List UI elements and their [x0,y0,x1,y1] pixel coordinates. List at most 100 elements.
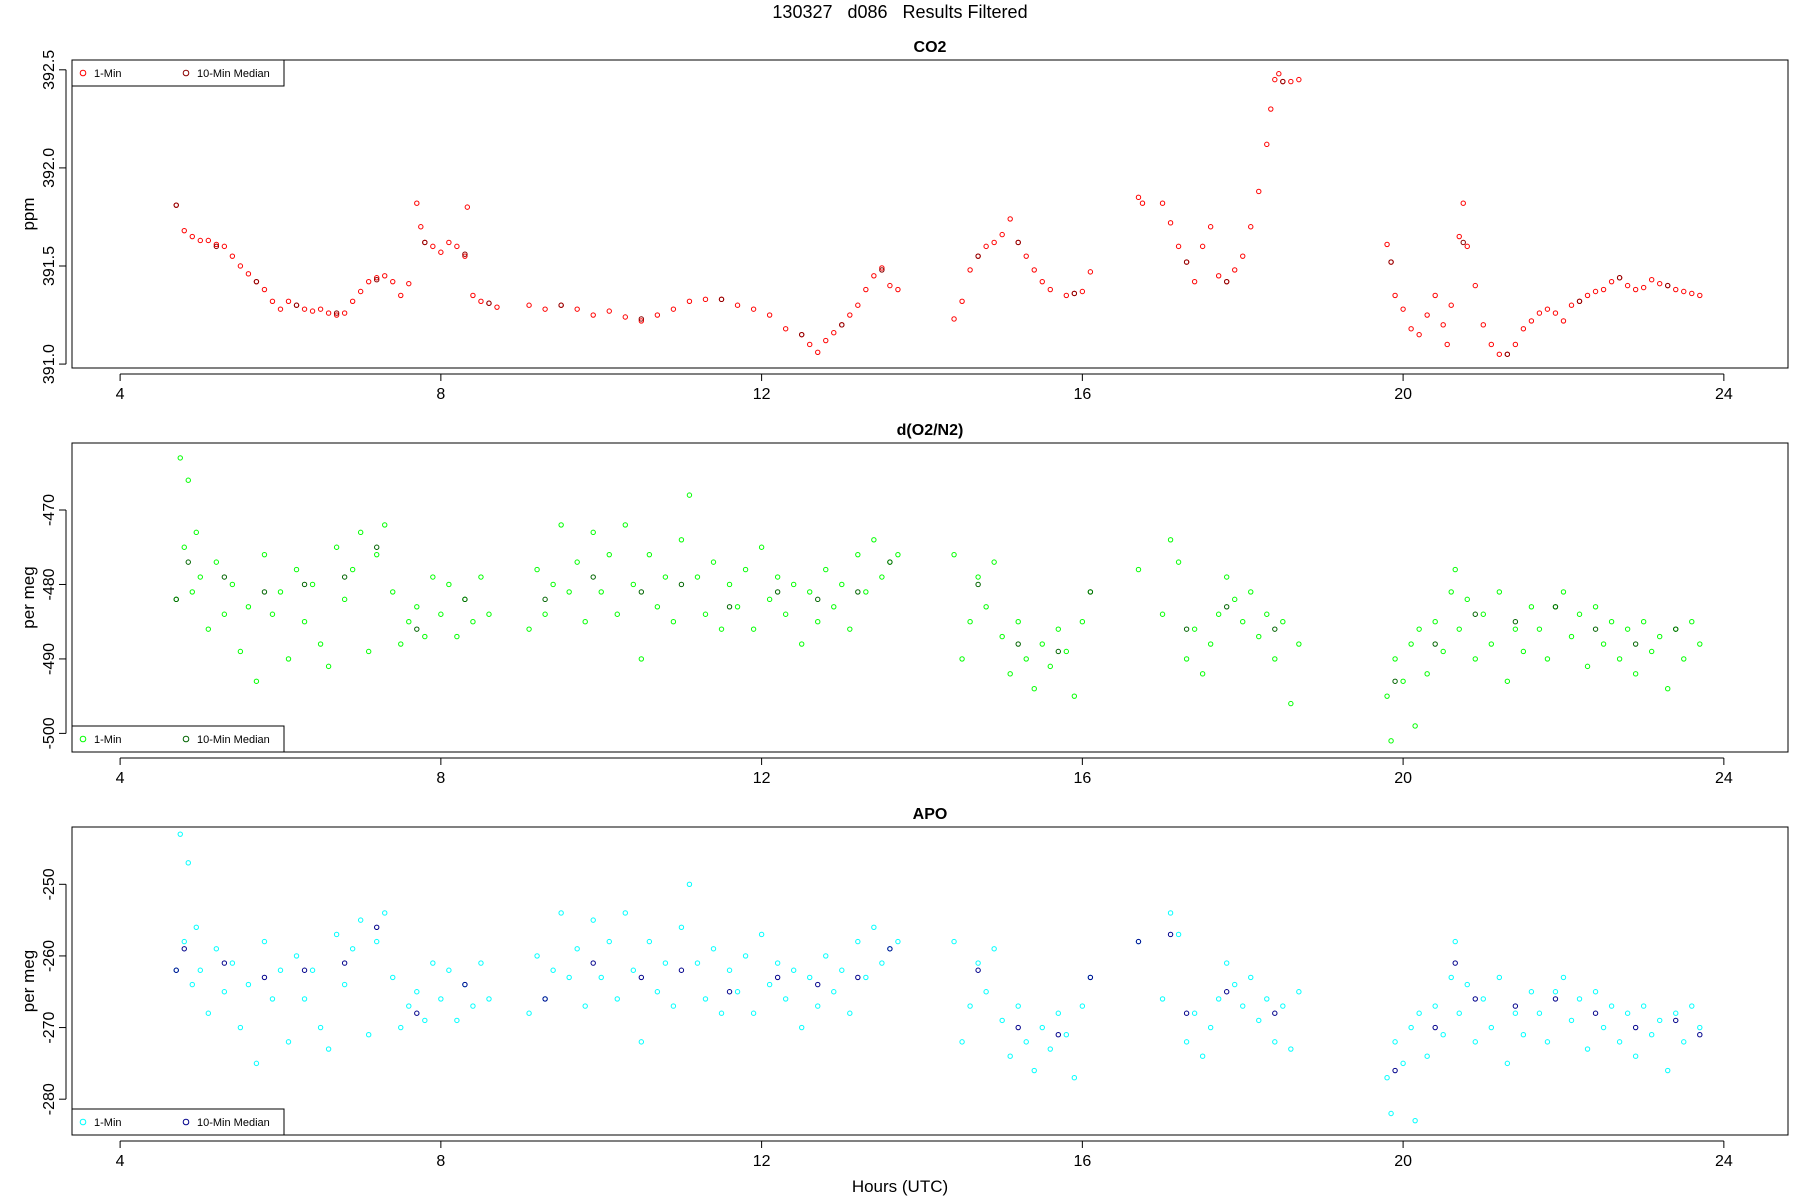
data-point [414,626,420,632]
data-point [1063,648,1070,655]
data-point [1031,686,1037,692]
data-point [1657,280,1663,287]
data-point [341,574,348,580]
data-point [197,237,203,244]
data-point [558,302,564,308]
data-point [1264,611,1270,617]
legend-label: 10-Min Median [197,1117,270,1129]
data-point [983,604,989,610]
data-point [181,227,187,234]
data-point [1552,604,1559,610]
data-point [847,626,853,632]
data-point [1616,656,1623,662]
data-point [1616,1039,1623,1045]
data-point [277,306,284,312]
data-point [879,265,885,271]
legend-box [71,59,285,87]
data-point [622,314,628,320]
data-point [967,1003,973,1009]
x-tick-label: 24 [1715,386,1733,403]
data-point [678,581,685,588]
legend-box [71,1108,285,1136]
plot-frame [71,826,1789,1136]
data-point [855,302,861,308]
data-point [847,312,853,318]
data-point [582,618,588,625]
data-point [293,566,300,573]
data-point [895,286,901,293]
data-point [1632,1053,1639,1059]
legend: 1-Min 10-Min Median [71,59,285,87]
data-point [1392,1067,1398,1074]
data-point [430,960,436,966]
data-point [895,551,901,558]
data-point [1392,656,1398,662]
data-point [374,551,380,558]
data-point [558,910,564,916]
data-point [1071,290,1078,297]
data-point [357,529,364,536]
data-point [790,967,797,973]
data-point [638,589,645,595]
data-point [959,656,965,662]
data-point [1632,286,1639,293]
y-tick-label: 391.5 [41,246,58,286]
data-point [446,581,452,588]
legend-marker [182,735,190,743]
data-point [177,455,183,461]
data-point [1648,277,1655,283]
legend-label: 1-Min [94,734,122,746]
data-point [1560,589,1567,595]
data-point [1256,188,1262,195]
data-point [341,310,348,316]
data-point [1047,663,1053,670]
data-point [221,243,228,250]
data-point [758,931,765,938]
data-point [1183,1010,1190,1016]
data-point [1015,239,1021,246]
data-point [638,318,645,324]
data-point [1223,574,1230,580]
x-tick-label: 20 [1394,386,1412,403]
series-1-min [173,455,1703,744]
data-point [382,273,388,279]
data-point [1191,1010,1198,1016]
data-point [261,589,268,595]
data-point [309,581,316,588]
data-point [1536,626,1543,632]
data-point [774,974,781,981]
data-point [1047,1046,1053,1052]
data-point [799,331,805,338]
legend-marker [79,69,87,77]
data-point [710,946,717,952]
data-point [414,604,420,610]
data-point [839,967,845,973]
data-point [349,946,356,952]
data-point [1272,1010,1278,1016]
data-point [766,596,773,603]
data-point [197,967,203,973]
data-point [1464,243,1470,250]
data-point [277,589,284,595]
data-point [374,277,380,283]
data-point [1665,282,1671,289]
data-point [839,581,845,588]
data-point [1673,1017,1679,1024]
data-point [1079,288,1086,295]
data-point [1256,633,1262,640]
data-point [1071,1074,1078,1081]
data-point [1199,243,1206,250]
x-tick-label: 16 [1073,770,1091,787]
data-point [1223,604,1230,610]
data-point [1512,341,1519,348]
data-point [478,574,484,580]
data-point [173,967,179,973]
data-point [1460,200,1466,206]
data-point [494,304,500,310]
data-point [390,589,396,595]
data-point [574,306,580,312]
data-point [638,1039,645,1045]
data-point [293,302,300,308]
data-point [542,611,548,617]
data-point [590,574,596,580]
